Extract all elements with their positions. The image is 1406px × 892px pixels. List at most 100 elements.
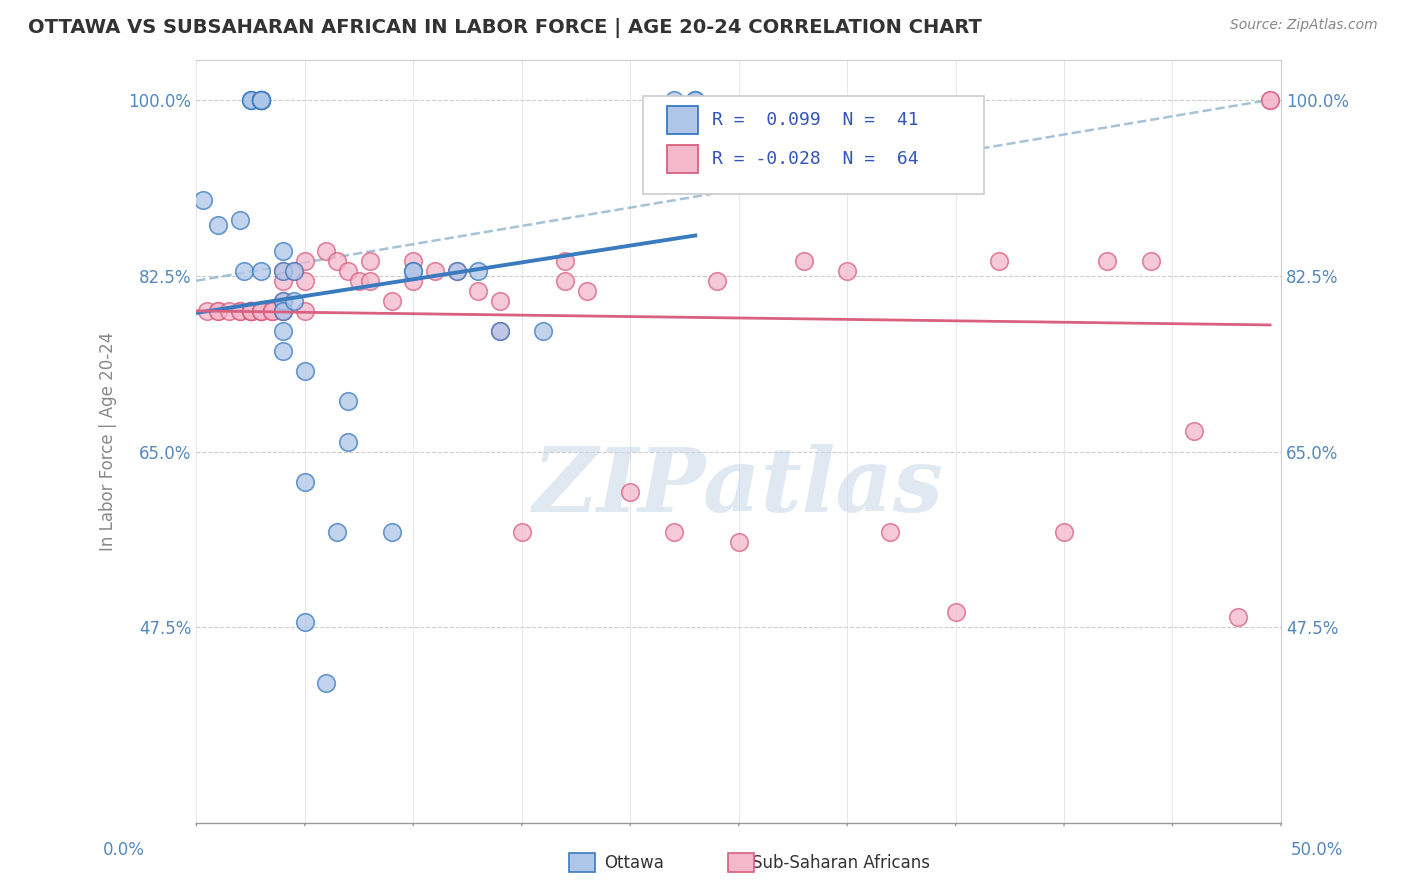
Point — [793, 253, 815, 268]
Point — [218, 304, 240, 318]
Point — [446, 263, 468, 277]
Point — [283, 263, 305, 277]
Point — [250, 93, 273, 107]
Point — [239, 304, 262, 318]
Point — [191, 194, 214, 208]
Point — [271, 263, 294, 277]
Text: Source: ZipAtlas.com: Source: ZipAtlas.com — [1230, 18, 1378, 32]
Point — [207, 219, 229, 233]
Point — [337, 434, 360, 449]
Text: 0.0%: 0.0% — [103, 840, 145, 858]
Point — [239, 93, 262, 107]
Text: R =  0.099  N =  41: R = 0.099 N = 41 — [711, 111, 918, 128]
Point — [835, 263, 858, 277]
Point — [239, 304, 262, 318]
Point — [250, 93, 273, 107]
Point — [1226, 610, 1249, 624]
Point — [446, 263, 468, 277]
Point — [271, 293, 294, 308]
Point — [250, 304, 273, 318]
Point — [283, 293, 305, 308]
Point — [271, 304, 294, 318]
Point — [262, 304, 284, 318]
Point — [1258, 93, 1281, 107]
Point — [1182, 425, 1205, 439]
Point — [250, 93, 273, 107]
Point — [271, 324, 294, 338]
Point — [239, 304, 262, 318]
Point — [987, 253, 1010, 268]
Point — [207, 304, 229, 318]
Point — [467, 284, 489, 298]
Point — [228, 304, 250, 318]
Point — [294, 475, 316, 489]
Point — [239, 93, 262, 107]
Point — [467, 263, 489, 277]
Point — [402, 263, 425, 277]
Point — [250, 304, 273, 318]
Point — [326, 253, 349, 268]
Point — [619, 484, 641, 499]
Point — [326, 524, 349, 539]
Point — [239, 304, 262, 318]
Text: OTTAWA VS SUBSAHARAN AFRICAN IN LABOR FORCE | AGE 20-24 CORRELATION CHART: OTTAWA VS SUBSAHARAN AFRICAN IN LABOR FO… — [28, 18, 981, 37]
Point — [271, 263, 294, 277]
Point — [250, 263, 273, 277]
Point — [271, 344, 294, 359]
Point — [283, 263, 305, 277]
Point — [402, 274, 425, 288]
Point — [294, 274, 316, 288]
Point — [554, 253, 576, 268]
Y-axis label: In Labor Force | Age 20-24: In Labor Force | Age 20-24 — [100, 332, 117, 551]
Point — [662, 524, 685, 539]
Point — [250, 93, 273, 107]
Point — [380, 293, 402, 308]
Point — [489, 324, 512, 338]
Point — [489, 293, 512, 308]
Point — [239, 304, 262, 318]
Point — [510, 524, 533, 539]
Text: R = -0.028  N =  64: R = -0.028 N = 64 — [711, 150, 918, 168]
Point — [337, 263, 360, 277]
Point — [239, 304, 262, 318]
Point — [294, 253, 316, 268]
Point — [294, 364, 316, 378]
Point — [706, 274, 728, 288]
Point — [402, 253, 425, 268]
Point — [945, 606, 967, 620]
Point — [207, 304, 229, 318]
Point — [337, 394, 360, 409]
Point — [380, 524, 402, 539]
Point — [250, 93, 273, 107]
Point — [250, 93, 273, 107]
Point — [727, 535, 749, 549]
Point — [239, 304, 262, 318]
Point — [250, 304, 273, 318]
Point — [294, 304, 316, 318]
Point — [271, 244, 294, 258]
Point — [489, 324, 512, 338]
Point — [402, 263, 425, 277]
Text: ZIPatlas: ZIPatlas — [533, 444, 945, 531]
Point — [228, 304, 250, 318]
Point — [239, 304, 262, 318]
Point — [271, 274, 294, 288]
Point — [262, 304, 284, 318]
Point — [683, 93, 706, 107]
Point — [294, 615, 316, 630]
Point — [554, 274, 576, 288]
Point — [359, 274, 381, 288]
Point — [315, 675, 337, 690]
Point — [1139, 253, 1161, 268]
Point — [1097, 253, 1119, 268]
Text: 50.0%: 50.0% — [1291, 840, 1343, 858]
Point — [662, 93, 685, 107]
Point — [531, 324, 554, 338]
Point — [359, 253, 381, 268]
Point — [683, 93, 706, 107]
Point — [228, 213, 250, 227]
Point — [347, 274, 370, 288]
Point — [315, 244, 337, 258]
Point — [1258, 93, 1281, 107]
Point — [250, 93, 273, 107]
